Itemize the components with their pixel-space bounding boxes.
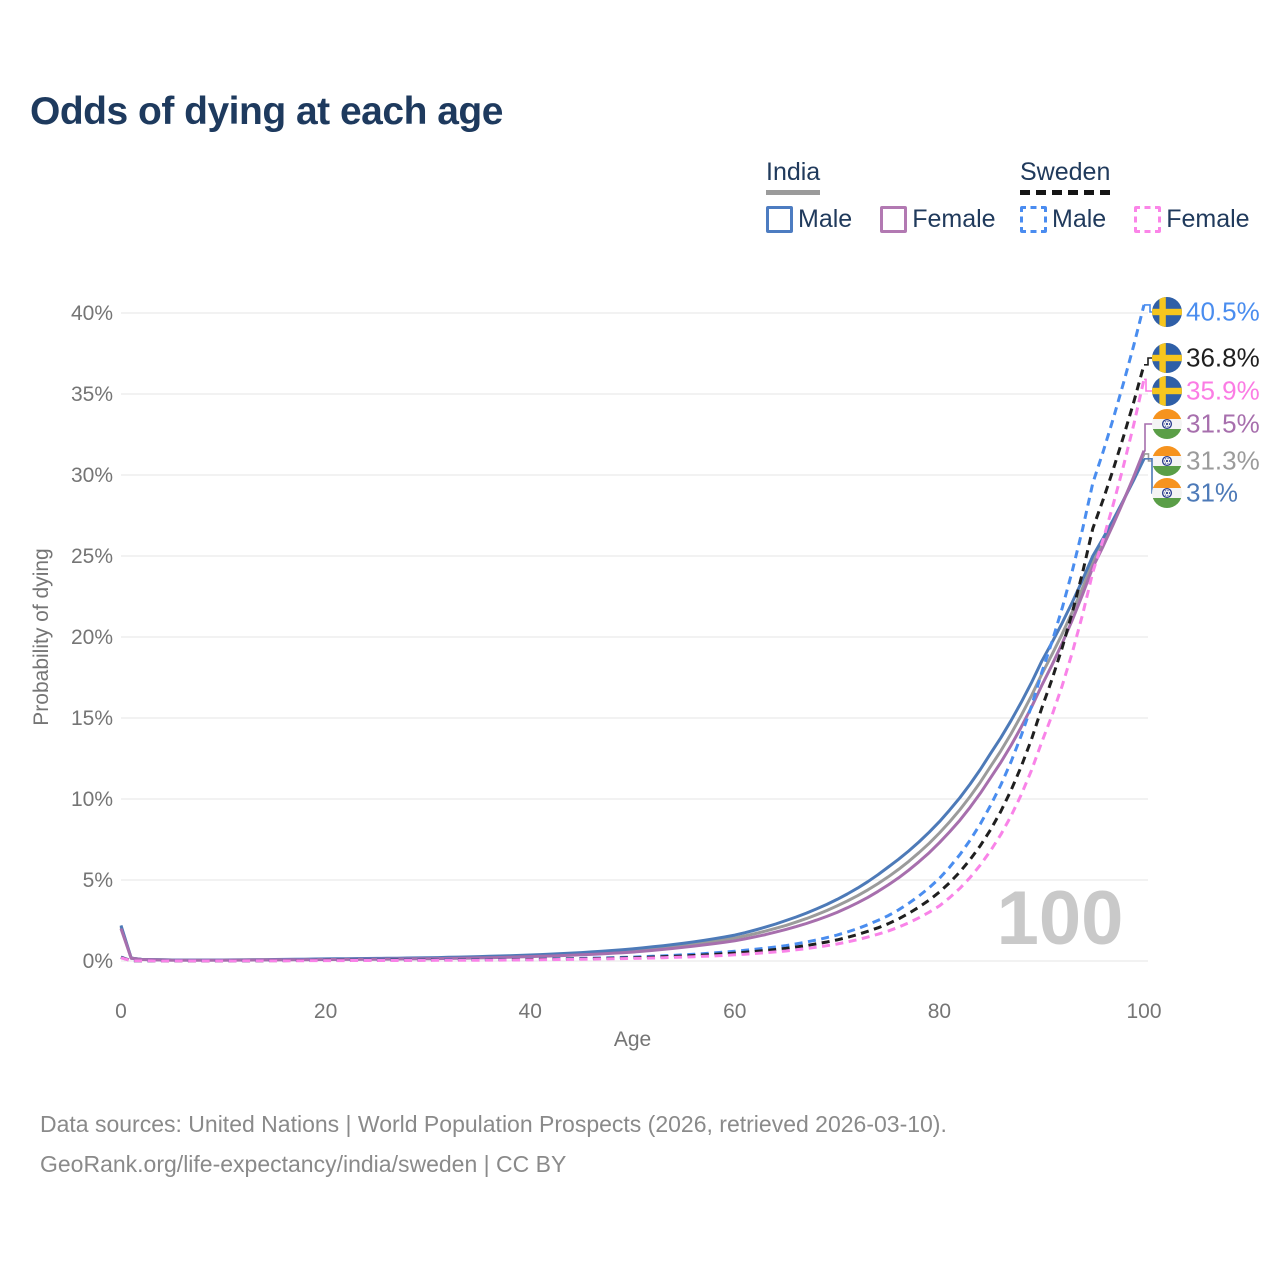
end-label-india-both-sexes: 31.3% (1186, 446, 1260, 476)
series-line-india-female (119, 450, 1146, 962)
series-line-sweden-both-sexes (120, 364, 1146, 963)
endpoint-connector-sweden-female (1144, 378, 1153, 392)
sweden-male-swatch-icon (1020, 206, 1047, 233)
endpoint-connector-sweden-both-sexes (1144, 357, 1153, 366)
india-flag-icon (1152, 446, 1182, 476)
end-label-sweden-female: 35.9% (1186, 376, 1260, 406)
india-female-swatch-icon (880, 206, 908, 233)
sweden-flag-icon (1152, 297, 1182, 327)
x-tick-label-80: 80 (928, 1000, 951, 1023)
x-tick-label-40: 40 (519, 1000, 542, 1023)
y-tick-label-10: 10% (71, 788, 113, 811)
x-tick-label-60: 60 (723, 1000, 746, 1023)
y-tick-label-15: 15% (71, 707, 113, 730)
endpoint-connector-india-female (1144, 423, 1153, 452)
y-tick-label-0: 0% (83, 950, 113, 973)
legend-country-sweden: Sweden (1020, 158, 1111, 195)
end-label-sweden-both-sexes: 36.8% (1186, 343, 1260, 373)
sweden-flag-icon (1152, 343, 1182, 373)
india-flag-icon (1152, 478, 1182, 508)
x-axis-title: Age (614, 1028, 651, 1051)
sweden-female-swatch-icon (1134, 206, 1162, 233)
end-label-india-female: 31.5% (1186, 409, 1260, 439)
sweden-flag-icon (1152, 376, 1182, 406)
legend-item-india-female[interactable]: Female (880, 205, 996, 234)
end-label-india-male: 31% (1186, 478, 1238, 508)
india-male-swatch-icon (766, 206, 793, 233)
y-tick-label-30: 30% (71, 464, 113, 487)
legend-label-india-male: Male (798, 205, 853, 233)
endpoint-connector-india-male (1144, 458, 1153, 494)
series-line-sweden-male (120, 304, 1146, 963)
legend: India Male Female Sweden Male Female (0, 158, 1280, 248)
footer: Data sources: United Nations | World Pop… (40, 1104, 947, 1185)
india-flag-icon (1152, 409, 1182, 439)
y-tick-label-35: 35% (71, 383, 113, 406)
legend-label-sweden-male: Male (1052, 205, 1107, 233)
x-tick-label-100: 100 (1126, 1000, 1161, 1023)
legend-country-india: India (766, 158, 821, 195)
x-tick-label-20: 20 (314, 1000, 337, 1023)
legend-item-sweden-female[interactable]: Female (1134, 205, 1250, 234)
y-tick-label-5: 5% (83, 869, 113, 892)
end-label-sweden-male: 40.5% (1186, 297, 1260, 327)
footer-attribution-line: GeoRank.org/life-expectancy/india/sweden… (40, 1151, 567, 1178)
legend-group-india: India Male Female (766, 158, 1024, 234)
series-line-india-both-sexes (119, 453, 1146, 962)
y-tick-label-25: 25% (71, 545, 113, 568)
endpoint-connector-india-both-sexes (1144, 453, 1153, 462)
footer-sources-line: Data sources: United Nations | World Pop… (40, 1111, 947, 1137)
series-line-sweden-female (120, 379, 1146, 963)
x-tick-label-0: 0 (115, 1000, 127, 1023)
y-tick-label-40: 40% (71, 302, 113, 325)
series-line-india-male (119, 458, 1146, 962)
legend-label-india-female: Female (912, 205, 996, 233)
y-axis-title: Probability of dying (30, 548, 53, 725)
endpoint-connector-sweden-male (1144, 304, 1153, 313)
page-title: Odds of dying at each age (30, 90, 503, 133)
legend-item-india-male[interactable]: Male (766, 205, 852, 234)
y-tick-label-20: 20% (71, 626, 113, 649)
legend-group-sweden: Sweden Male Female (1020, 158, 1278, 234)
legend-item-sweden-male[interactable]: Male (1020, 205, 1106, 234)
legend-label-sweden-female: Female (1166, 205, 1250, 233)
watermark-year: 100 (997, 876, 1124, 961)
